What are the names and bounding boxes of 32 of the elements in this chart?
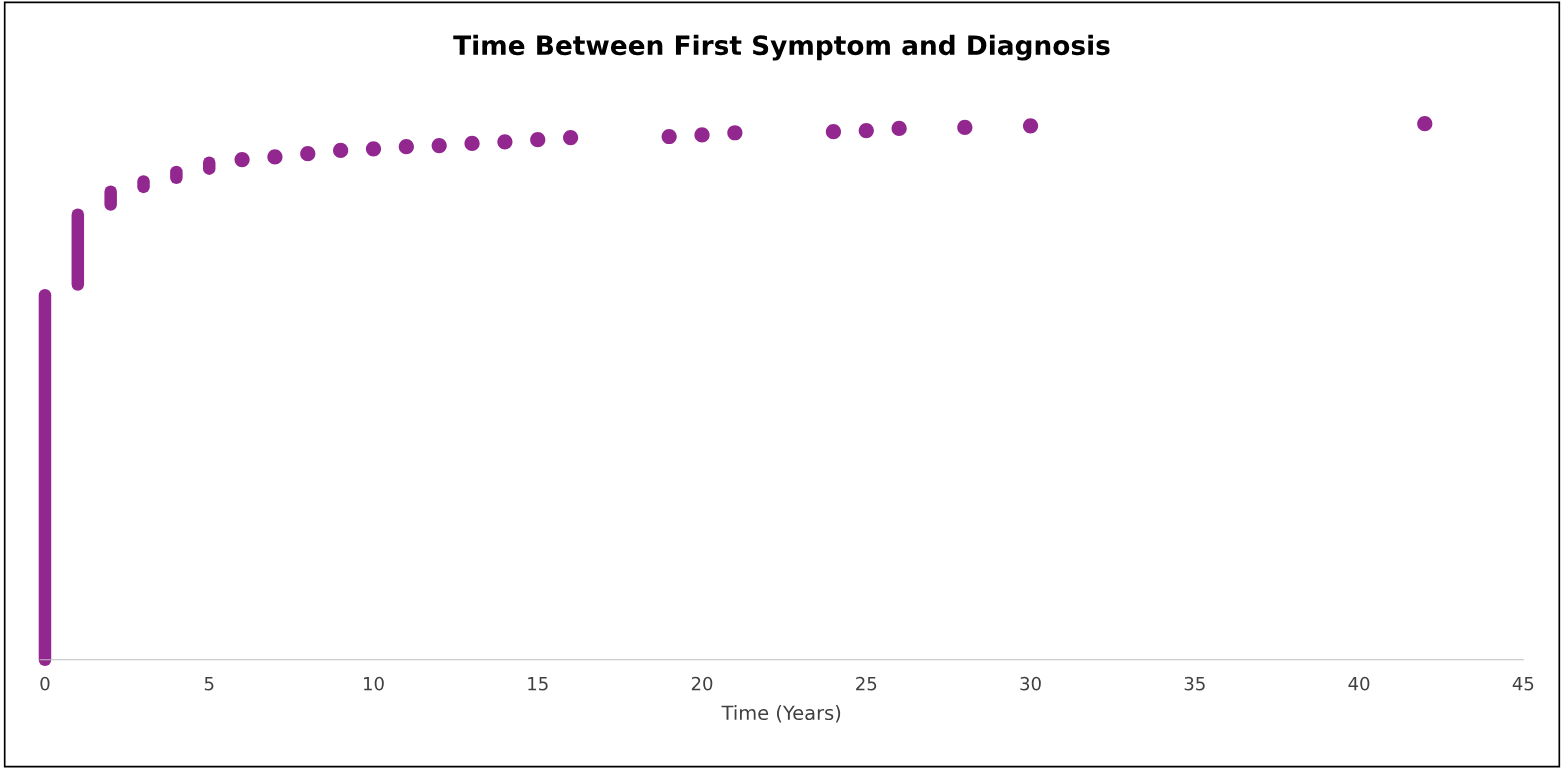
point xyxy=(563,129,579,146)
point xyxy=(365,141,382,157)
x-tick-label: 0 xyxy=(40,676,50,691)
point xyxy=(333,142,349,159)
x-axis-title: Time (Years) xyxy=(721,705,841,723)
point xyxy=(891,120,907,137)
point xyxy=(497,134,513,150)
x-tick-label: 25 xyxy=(856,676,877,691)
point xyxy=(825,124,842,140)
point xyxy=(234,151,250,168)
point xyxy=(530,132,546,148)
point xyxy=(1417,116,1433,132)
point xyxy=(267,149,283,165)
point xyxy=(957,119,973,135)
x-tick-label: 10 xyxy=(363,676,384,691)
point xyxy=(464,135,480,152)
point xyxy=(694,127,710,143)
point xyxy=(1022,118,1039,134)
x-tick-label: 30 xyxy=(1020,676,1041,691)
point xyxy=(431,138,447,154)
point xyxy=(858,123,874,139)
x-tick-label: 5 xyxy=(204,677,214,691)
point xyxy=(398,139,414,155)
x-tick-label: 15 xyxy=(528,677,548,691)
point xyxy=(300,146,316,162)
point xyxy=(727,125,743,141)
x-tick-label: 45 xyxy=(1512,677,1534,691)
chart-title: Time Between First Symptom and Diagnosis xyxy=(453,34,1110,61)
point xyxy=(661,128,677,145)
x-tick-label: 20 xyxy=(691,676,713,691)
x-tick-label: 35 xyxy=(1184,676,1205,691)
x-tick-label: 40 xyxy=(1348,676,1370,691)
